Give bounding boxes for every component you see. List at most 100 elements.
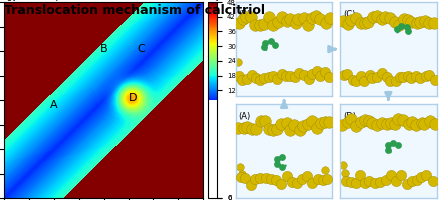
Point xyxy=(348,19,355,22)
Point xyxy=(265,16,272,19)
Point xyxy=(418,175,425,178)
Point xyxy=(283,175,290,178)
Point xyxy=(278,165,285,168)
Point xyxy=(265,76,273,79)
Point xyxy=(324,177,331,180)
Point xyxy=(378,18,385,21)
Point xyxy=(431,122,438,125)
Point xyxy=(421,20,428,23)
Point xyxy=(286,74,293,77)
Point xyxy=(300,16,307,19)
Point xyxy=(407,21,415,24)
Point xyxy=(426,120,433,123)
Point xyxy=(313,126,320,130)
Point xyxy=(395,144,402,147)
Point xyxy=(357,173,364,176)
Text: (C): (C) xyxy=(343,10,355,19)
Point xyxy=(340,20,347,23)
Point xyxy=(234,60,241,63)
Point xyxy=(398,173,405,176)
Point xyxy=(404,19,411,22)
Point xyxy=(404,74,411,78)
Point xyxy=(238,173,245,176)
Point xyxy=(396,75,404,79)
Point xyxy=(374,76,381,79)
Point xyxy=(309,72,316,76)
Point xyxy=(257,120,264,123)
Point xyxy=(344,121,351,124)
Point xyxy=(283,122,290,125)
Point xyxy=(399,76,406,79)
Point xyxy=(309,181,316,185)
Point xyxy=(413,123,420,126)
Point xyxy=(273,179,280,182)
Point xyxy=(361,119,368,122)
Point xyxy=(269,75,277,78)
Point xyxy=(413,22,420,25)
Point xyxy=(431,79,438,82)
Point xyxy=(405,30,412,33)
Point xyxy=(236,165,243,168)
Point xyxy=(392,79,399,82)
Point xyxy=(252,127,259,131)
Point xyxy=(248,73,255,77)
Point xyxy=(386,79,393,83)
Point xyxy=(292,75,299,78)
Point xyxy=(369,77,376,80)
Point xyxy=(421,122,428,126)
Point xyxy=(382,179,389,182)
Point xyxy=(274,20,281,23)
Point xyxy=(243,126,250,129)
Point xyxy=(340,73,348,76)
Point xyxy=(383,76,390,79)
Text: B: B xyxy=(100,44,108,54)
Text: Translocation mechanism of calcitriol: Translocation mechanism of calcitriol xyxy=(4,4,265,17)
Text: C: C xyxy=(137,44,145,54)
Point xyxy=(294,182,301,185)
Text: A: A xyxy=(50,100,58,110)
Point xyxy=(273,77,280,80)
Point xyxy=(279,73,286,76)
Point xyxy=(387,174,394,177)
Point xyxy=(261,46,268,49)
Point xyxy=(296,129,303,132)
Point xyxy=(341,171,348,174)
Point xyxy=(288,180,295,183)
Point xyxy=(365,20,372,24)
Point xyxy=(339,124,346,127)
Point xyxy=(321,71,329,74)
Point xyxy=(251,177,258,180)
Point xyxy=(263,177,270,180)
Point xyxy=(403,25,410,28)
Point xyxy=(383,122,390,125)
Point xyxy=(408,179,415,182)
Point xyxy=(261,77,268,80)
Point xyxy=(308,120,315,123)
Point xyxy=(372,182,379,185)
Point xyxy=(340,163,347,167)
Point xyxy=(277,122,284,125)
Point xyxy=(318,121,325,125)
Point xyxy=(283,74,290,78)
Point xyxy=(240,126,247,130)
Point xyxy=(418,121,425,125)
Point xyxy=(312,15,319,18)
Point xyxy=(362,22,369,25)
Point xyxy=(261,22,268,26)
Point xyxy=(385,148,392,151)
Point xyxy=(273,162,280,166)
Point xyxy=(353,124,360,128)
Point xyxy=(373,15,380,18)
Point xyxy=(361,181,368,184)
Point xyxy=(309,17,316,20)
Point xyxy=(344,22,351,26)
Point xyxy=(235,75,242,78)
Point xyxy=(413,179,420,182)
Text: (B): (B) xyxy=(239,10,251,19)
Point xyxy=(325,76,332,79)
Point xyxy=(305,77,312,81)
Text: (A): (A) xyxy=(239,112,251,121)
Point xyxy=(342,179,349,182)
Point xyxy=(262,41,269,44)
Point xyxy=(287,129,294,132)
